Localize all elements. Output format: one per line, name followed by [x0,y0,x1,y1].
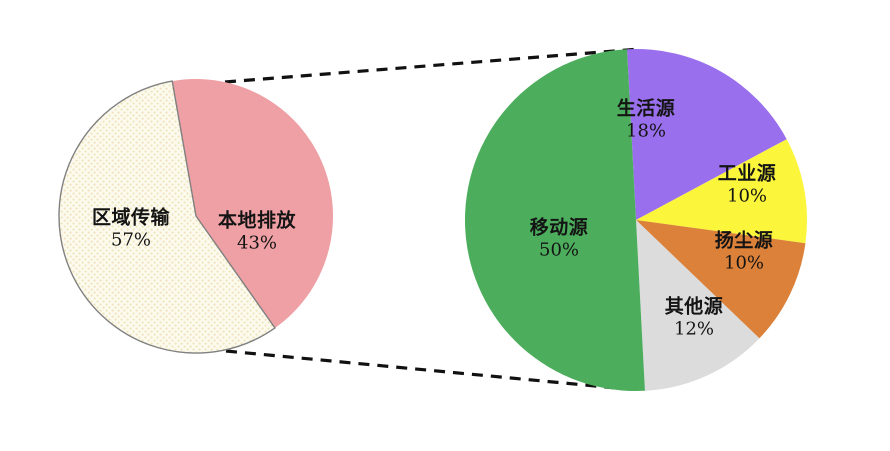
pie-slice-2[interactable] [636,220,806,339]
pie-slice-0[interactable] [172,78,334,328]
connector-line-0 [224,47,641,84]
pie-slice-0[interactable] [627,48,787,220]
pie-slice-4[interactable] [464,49,645,392]
local-emission-breakdown-pie [464,48,808,392]
pie-slice-3[interactable] [636,220,760,391]
dashed-connector-lines [224,47,641,391]
connector-line-1 [225,349,628,391]
pie-slice-1[interactable] [636,139,808,244]
overall-contribution-pie [58,78,334,354]
pie-slice-1[interactable] [58,80,276,354]
